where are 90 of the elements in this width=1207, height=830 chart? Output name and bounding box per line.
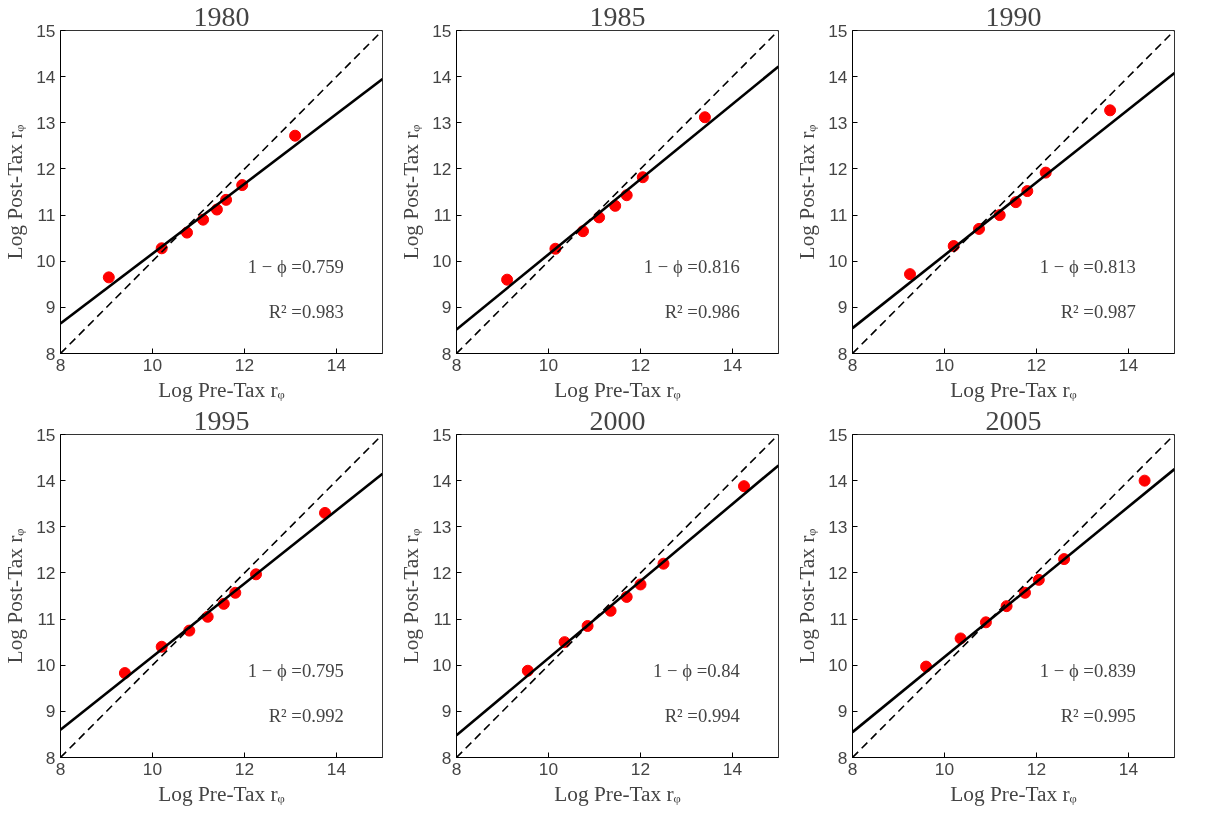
annotation: 1 − ϕ =0.839 xyxy=(1039,659,1136,681)
y-tick-label: 11 xyxy=(37,205,56,226)
y-tick-label: 10 xyxy=(36,251,56,272)
chart-title: 2000 xyxy=(589,404,646,436)
annotation: R² =0.994 xyxy=(664,705,741,727)
y-tick-label: 13 xyxy=(432,112,452,133)
y-tick-label: 11 xyxy=(829,205,848,226)
chart-title: 1985 xyxy=(589,0,646,32)
y-tick-label: 12 xyxy=(36,158,56,179)
y-tick-label: 13 xyxy=(432,516,452,537)
y-tick-label: 11 xyxy=(829,609,848,630)
y-tick-label: 9 xyxy=(837,701,848,722)
y-tick-label: 10 xyxy=(36,655,56,676)
annotation: 1 − ϕ =0.759 xyxy=(247,255,344,277)
chart-title: 1995 xyxy=(193,404,250,436)
x-tick-label: 10 xyxy=(538,758,559,779)
y-tick-label: 14 xyxy=(828,66,848,87)
annotation: R² =0.987 xyxy=(1060,301,1136,323)
y-tick-label: 13 xyxy=(828,112,848,133)
chart-title: 1980 xyxy=(193,0,250,32)
y-tick-label: 10 xyxy=(828,251,848,272)
x-tick-label: 12 xyxy=(630,758,651,779)
y-tick-label: 14 xyxy=(36,470,56,491)
x-tick-label: 14 xyxy=(722,758,743,779)
y-tick-label: 15 xyxy=(432,20,452,41)
y-tick-label: 15 xyxy=(828,424,848,445)
y-tick-label: 11 xyxy=(37,609,56,630)
annotation: R² =0.986 xyxy=(664,301,740,323)
y-tick-label: 9 xyxy=(45,701,56,722)
y-tick-label: 14 xyxy=(432,66,452,87)
y-tick-label: 11 xyxy=(433,205,452,226)
y-tick-label: 10 xyxy=(432,251,452,272)
x-tick-label: 10 xyxy=(142,354,163,375)
y-tick-label: 9 xyxy=(45,297,56,318)
y-axis-title: Log Post-Tax rᵩ xyxy=(3,528,28,664)
x-tick-label: 10 xyxy=(538,354,559,375)
annotation: R² =0.995 xyxy=(1060,705,1136,727)
x-tick-label: 14 xyxy=(722,354,743,375)
y-tick-label: 9 xyxy=(441,297,452,318)
x-tick-label: 10 xyxy=(142,758,163,779)
x-tick-label: 12 xyxy=(1026,354,1047,375)
annotation: R² =0.983 xyxy=(268,301,344,323)
x-tick-label: 12 xyxy=(234,354,255,375)
y-tick-label: 12 xyxy=(432,158,452,179)
x-tick-label: 14 xyxy=(1118,354,1139,375)
x-tick-label: 12 xyxy=(630,354,651,375)
chart-title: 1990 xyxy=(985,0,1042,32)
y-tick-label: 14 xyxy=(432,470,452,491)
y-tick-label: 14 xyxy=(828,470,848,491)
annotation: 1 − ϕ =0.795 xyxy=(247,659,344,681)
y-axis-title: Log Post-Tax rᵩ xyxy=(3,124,28,260)
annotation: 1 − ϕ =0.816 xyxy=(643,255,740,277)
x-axis-title: Log Pre-Tax rᵩ xyxy=(554,781,681,806)
x-axis-title: Log Pre-Tax rᵩ xyxy=(950,781,1077,806)
x-tick-label: 14 xyxy=(326,354,347,375)
annotation: 1 − ϕ =0.84 xyxy=(653,659,741,681)
x-tick-label: 14 xyxy=(1118,758,1139,779)
y-tick-label: 13 xyxy=(36,516,56,537)
y-tick-label: 12 xyxy=(432,562,452,583)
y-axis-title: Log Post-Tax rᵩ xyxy=(795,124,820,260)
annotation: R² =0.992 xyxy=(268,705,344,727)
x-tick-label: 12 xyxy=(234,758,255,779)
y-tick-label: 13 xyxy=(828,516,848,537)
x-tick-label: 10 xyxy=(934,758,955,779)
y-tick-label: 12 xyxy=(36,562,56,583)
y-tick-label: 12 xyxy=(828,562,848,583)
y-tick-label: 12 xyxy=(828,158,848,179)
y-tick-label: 13 xyxy=(36,112,56,133)
y-tick-label: 15 xyxy=(36,424,56,445)
y-tick-label: 9 xyxy=(441,701,452,722)
y-tick-label: 14 xyxy=(36,66,56,87)
y-tick-label: 15 xyxy=(828,20,848,41)
y-tick-label: 9 xyxy=(837,297,848,318)
y-axis-title: Log Post-Tax rᵩ xyxy=(399,124,424,260)
x-tick-label: 12 xyxy=(1026,758,1047,779)
y-tick-label: 15 xyxy=(36,20,56,41)
x-axis-title: Log Pre-Tax rᵩ xyxy=(158,377,285,402)
chart-title: 2005 xyxy=(985,404,1042,436)
y-axis-title: Log Post-Tax rᵩ xyxy=(399,528,424,664)
x-tick-label: 10 xyxy=(934,354,955,375)
x-axis-title: Log Pre-Tax rᵩ xyxy=(158,781,285,806)
annotation: 1 − ϕ =0.813 xyxy=(1039,255,1136,277)
x-tick-label: 14 xyxy=(326,758,347,779)
y-tick-label: 10 xyxy=(432,655,452,676)
y-tick-label: 10 xyxy=(828,655,848,676)
x-axis-title: Log Pre-Tax rᵩ xyxy=(950,377,1077,402)
x-axis-title: Log Pre-Tax rᵩ xyxy=(554,377,681,402)
y-tick-label: 11 xyxy=(433,609,452,630)
y-axis-title: Log Post-Tax rᵩ xyxy=(795,528,820,664)
y-tick-label: 15 xyxy=(432,424,452,445)
